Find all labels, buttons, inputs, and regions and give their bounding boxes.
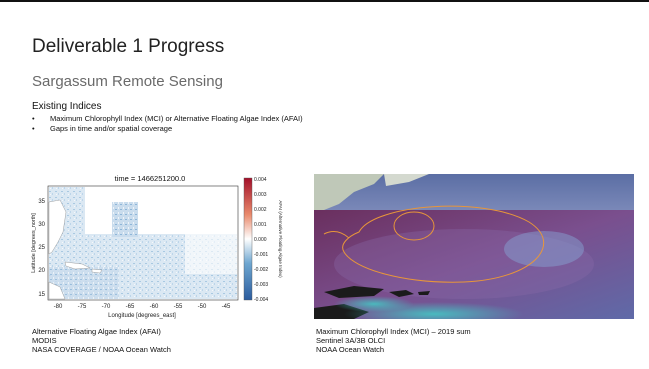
left-figure-caption: Alternative Floating Algae Index (AFAI) … <box>32 327 171 354</box>
x-tick-label: -70 <box>102 304 111 310</box>
land-mass <box>314 174 384 210</box>
colorbar-tick-label: 0.003 <box>254 192 267 198</box>
x-tick-label: -80 <box>54 304 63 310</box>
bullet-item: Maximum Chlorophyll Index (MCI) or Alter… <box>32 114 303 124</box>
caption-line: MODIS <box>32 336 57 345</box>
y-tick-label: 25 <box>38 245 45 251</box>
caption-line: NASA COVERAGE / NOAA Ocean Watch <box>32 345 171 354</box>
colorbar-ticks: 0.004 0.003 0.002 0.001 0.000 -0.001 -0.… <box>254 177 268 303</box>
x-axis-label: Longitude [degrees_east] <box>108 313 176 319</box>
x-tick-label: -75 <box>78 304 87 310</box>
colorbar-tick-label: 0.004 <box>254 177 267 183</box>
y-tick-label: 20 <box>38 268 45 274</box>
y-axis: 35 30 25 20 15 <box>38 199 45 298</box>
y-tick-label: 15 <box>38 292 45 298</box>
x-tick-label: -55 <box>174 304 183 310</box>
bullet-list: Maximum Chlorophyll Index (MCI) or Alter… <box>32 114 303 134</box>
colorbar-tick-label: -0.002 <box>254 267 268 273</box>
x-tick-label: -65 <box>126 304 135 310</box>
land-outline <box>48 199 103 300</box>
afai-map-figure: time = 1466251200.0 35 30 25 20 15 Latit… <box>31 174 283 319</box>
colorbar-tick-label: -0.004 <box>254 297 268 303</box>
x-tick-label: -60 <box>150 304 159 310</box>
plot-title: time = 1466251200.0 <box>115 174 186 183</box>
colorbar-tick-label: -0.003 <box>254 282 268 288</box>
x-axis: -80 -75 -70 -65 -60 -55 -50 -45 <box>54 304 231 310</box>
caption-line: NOAA Ocean Watch <box>316 345 385 354</box>
y-tick-label: 30 <box>38 222 45 228</box>
mci-satellite-image <box>314 174 634 319</box>
afai-data-coverage <box>49 187 237 299</box>
right-figure-caption: Maximum Chlorophyll Index (MCI) – 2019 s… <box>316 327 471 354</box>
caption-line: Alternative Floating Algae Index (AFAI) <box>32 327 161 336</box>
slide-subtitle: Sargassum Remote Sensing <box>32 73 223 90</box>
colorbar <box>243 177 253 301</box>
island <box>324 286 384 298</box>
slide-title: Deliverable 1 Progress <box>32 36 225 57</box>
x-tick-label: -45 <box>222 304 231 310</box>
y-axis-label: Latitude [degrees_north] <box>31 213 37 273</box>
contour-lines <box>323 205 545 283</box>
colorbar-tick-label: 0.001 <box>254 222 267 228</box>
caption-line: Sentinel 3A/3B OLCI <box>316 336 386 345</box>
caption-line: Maximum Chlorophyll Index (MCI) – 2019 s… <box>316 327 471 336</box>
colorbar-tick-label: 0.000 <box>254 237 267 243</box>
colorbar-tick-label: 0.002 <box>254 207 267 213</box>
bullet-item: Gaps in time and/or spatial coverage <box>32 124 303 134</box>
x-tick-label: -50 <box>198 304 207 310</box>
colorbar-label: AFAI (Alternative Floating Algae Index) <box>278 200 283 278</box>
y-tick-label: 35 <box>38 199 45 205</box>
section-heading: Existing Indices <box>32 101 102 112</box>
colorbar-tick-label: -0.001 <box>254 252 268 258</box>
